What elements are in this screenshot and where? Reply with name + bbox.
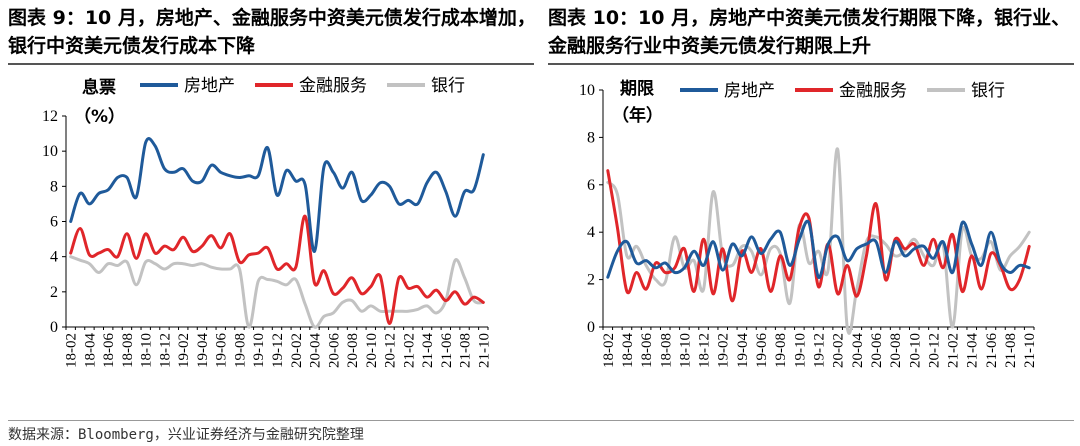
x-tick-label: 20-02	[831, 333, 847, 368]
y-tick-label: 8	[50, 178, 58, 195]
x-tick-label: 19-12	[812, 333, 828, 368]
y-axis-unit-label: 期限	[620, 79, 654, 99]
x-tick-label: 20-06	[869, 333, 885, 368]
x-tick-label: 20-10	[907, 333, 923, 368]
x-tick-label: 19-06	[754, 333, 770, 368]
y-tick-label: 2	[50, 284, 58, 301]
x-tick-label: 21-04	[420, 333, 436, 368]
legend-label: 银行	[431, 76, 465, 96]
x-tick-label: 19-04	[195, 333, 211, 368]
x-tick-label: 20-12	[926, 333, 942, 368]
x-tick-label: 21-06	[439, 333, 455, 368]
x-tick-label: 19-06	[214, 333, 230, 368]
y-axis-unit-sublabel: （%）	[74, 106, 125, 127]
x-tick-label: 21-08	[1003, 333, 1019, 368]
series-line-real-estate	[69, 137, 485, 253]
x-tick-label: 19-04	[735, 333, 751, 368]
x-tick-label: 21-06	[984, 333, 1000, 368]
y-tick-label: 6	[50, 214, 58, 231]
x-tick-label: 18-12	[697, 333, 713, 368]
y-axis-unit-label: 息票	[82, 77, 116, 98]
legend-label: 金融服务	[839, 81, 907, 101]
y-tick-label: 2	[587, 272, 595, 289]
x-tick-label: 19-10	[792, 333, 808, 368]
chart-title-left: 图表 9：10 月，房地产、金融服务中资美元债发行成本增加，银行中资美元债发行成…	[8, 7, 536, 57]
footer-divider	[8, 420, 1074, 421]
y-tick-label: 0	[587, 319, 595, 336]
y-tick-label: 0	[50, 319, 58, 336]
x-tick-label: 20-04	[850, 333, 866, 368]
y-tick-label: 10	[579, 82, 595, 99]
x-tick-label: 18-10	[139, 333, 155, 368]
x-tick-label: 20-02	[289, 333, 305, 368]
y-tick-label: 4	[587, 224, 595, 241]
y-tick-label: 4	[50, 249, 58, 266]
x-tick-label: 21-10	[1022, 333, 1038, 368]
x-tick-label: 19-08	[233, 333, 249, 368]
legend-label: 房地产	[724, 81, 775, 101]
source-note: 数据来源：Bloomberg，兴业证券经济与金融研究院整理	[8, 427, 364, 443]
x-tick-label: 19-12	[270, 333, 286, 368]
x-tick-label: 21-08	[458, 333, 474, 368]
y-tick-label: 6	[587, 177, 595, 194]
x-tick-label: 21-02	[401, 333, 417, 368]
x-tick-label: 18-02	[601, 333, 617, 368]
x-tick-label: 19-02	[716, 333, 732, 368]
y-tick-label: 10	[42, 143, 58, 160]
x-tick-label: 20-12	[383, 333, 399, 368]
x-tick-label: 19-08	[773, 333, 789, 368]
x-tick-label: 21-04	[965, 333, 981, 368]
x-tick-label: 19-02	[176, 333, 192, 368]
x-tick-label: 18-02	[64, 333, 80, 368]
x-tick-label: 18-08	[120, 333, 136, 368]
title-divider-left	[8, 63, 534, 65]
series-line-banks	[606, 147, 1031, 335]
x-tick-label: 18-10	[677, 333, 693, 368]
x-tick-label: 18-04	[620, 333, 636, 368]
y-axis-unit-sublabel: （年）	[612, 105, 663, 126]
x-tick-label: 20-08	[888, 333, 904, 368]
x-tick-label: 20-04	[308, 333, 324, 368]
x-tick-label: 20-06	[326, 333, 342, 368]
x-tick-label: 18-12	[158, 333, 174, 368]
x-tick-label: 19-10	[251, 333, 267, 368]
x-tick-label: 21-10	[476, 333, 492, 368]
title-divider-right	[548, 63, 1074, 65]
x-tick-label: 18-06	[639, 333, 655, 368]
chart-title-right: 图表 10：10 月，房地产中资美元债发行期限下降，银行业、金融服务行业中资美元…	[548, 7, 1071, 57]
x-tick-label: 20-08	[345, 333, 361, 368]
y-tick-label: 12	[42, 108, 58, 125]
series-line-real-estate	[606, 219, 1031, 279]
legend-label: 金融服务	[299, 76, 367, 96]
legend-label: 房地产	[184, 76, 235, 96]
legend-label: 银行	[971, 81, 1005, 101]
x-tick-label: 18-08	[658, 333, 674, 368]
series-line-financial-services	[69, 214, 485, 326]
x-tick-label: 18-04	[82, 333, 98, 368]
x-tick-label: 21-02	[946, 333, 962, 368]
x-tick-label: 18-06	[101, 333, 117, 368]
y-tick-label: 8	[587, 129, 595, 146]
series-line-financial-services	[606, 169, 1031, 303]
x-tick-label: 20-10	[364, 333, 380, 368]
series-line-banks	[69, 255, 485, 329]
